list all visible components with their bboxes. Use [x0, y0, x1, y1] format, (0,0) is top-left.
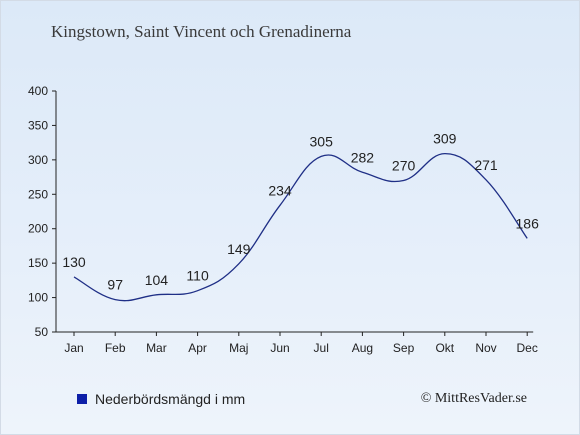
- x-tick-label: Jan: [64, 341, 83, 355]
- data-label: 234: [268, 182, 292, 198]
- legend-swatch: [77, 394, 87, 404]
- x-tick-label: Sep: [393, 341, 415, 355]
- y-tick-label: 50: [35, 325, 49, 339]
- data-label: 282: [351, 149, 375, 165]
- x-tick-label: Maj: [229, 341, 248, 355]
- x-tick-label: Jul: [314, 341, 329, 355]
- data-label: 130: [62, 254, 86, 270]
- x-tick-label: Jun: [270, 341, 289, 355]
- data-label: 104: [145, 272, 169, 288]
- x-tick-label: Dec: [517, 341, 538, 355]
- data-label: 149: [227, 241, 251, 257]
- data-labels: 130 97 104 110 149 234 305 282 270 309 271 186: [62, 131, 539, 293]
- y-tick-label: 200: [28, 222, 48, 236]
- y-tick-label: 300: [28, 153, 48, 167]
- data-label: 271: [474, 157, 498, 173]
- x-tick-label: Apr: [188, 341, 207, 355]
- axes: 50 100 150 200 250 300 350 400 Jan Feb Mar Apr Maj Ju…: [28, 84, 538, 355]
- legend-label: Nederbördsmängd i mm: [95, 391, 246, 407]
- y-tick-label: 100: [28, 291, 48, 305]
- credit-text: © MittResVader.se: [420, 391, 527, 406]
- y-tick-label: 250: [28, 187, 48, 201]
- x-tick-label: Aug: [352, 341, 373, 355]
- x-tick-label: Okt: [435, 341, 454, 355]
- data-label: 305: [310, 133, 334, 149]
- y-tick-label: 350: [28, 118, 48, 132]
- y-tick-label: 400: [28, 84, 48, 98]
- data-label: 270: [392, 158, 416, 174]
- x-tick-label: Mar: [146, 341, 167, 355]
- location-title: Kingstown, Saint Vincent och Grenadinern…: [51, 22, 352, 41]
- legend: Nederbördsmängd i mm: [77, 391, 245, 407]
- x-tick-label: Nov: [475, 341, 496, 355]
- data-label: 97: [107, 277, 123, 293]
- data-label: 309: [433, 131, 457, 147]
- data-label: 186: [516, 215, 540, 231]
- precipitation-line: [73, 153, 528, 302]
- y-tick-label: 150: [28, 256, 48, 270]
- x-tick-label: Feb: [105, 341, 126, 355]
- data-label: 110: [186, 268, 209, 284]
